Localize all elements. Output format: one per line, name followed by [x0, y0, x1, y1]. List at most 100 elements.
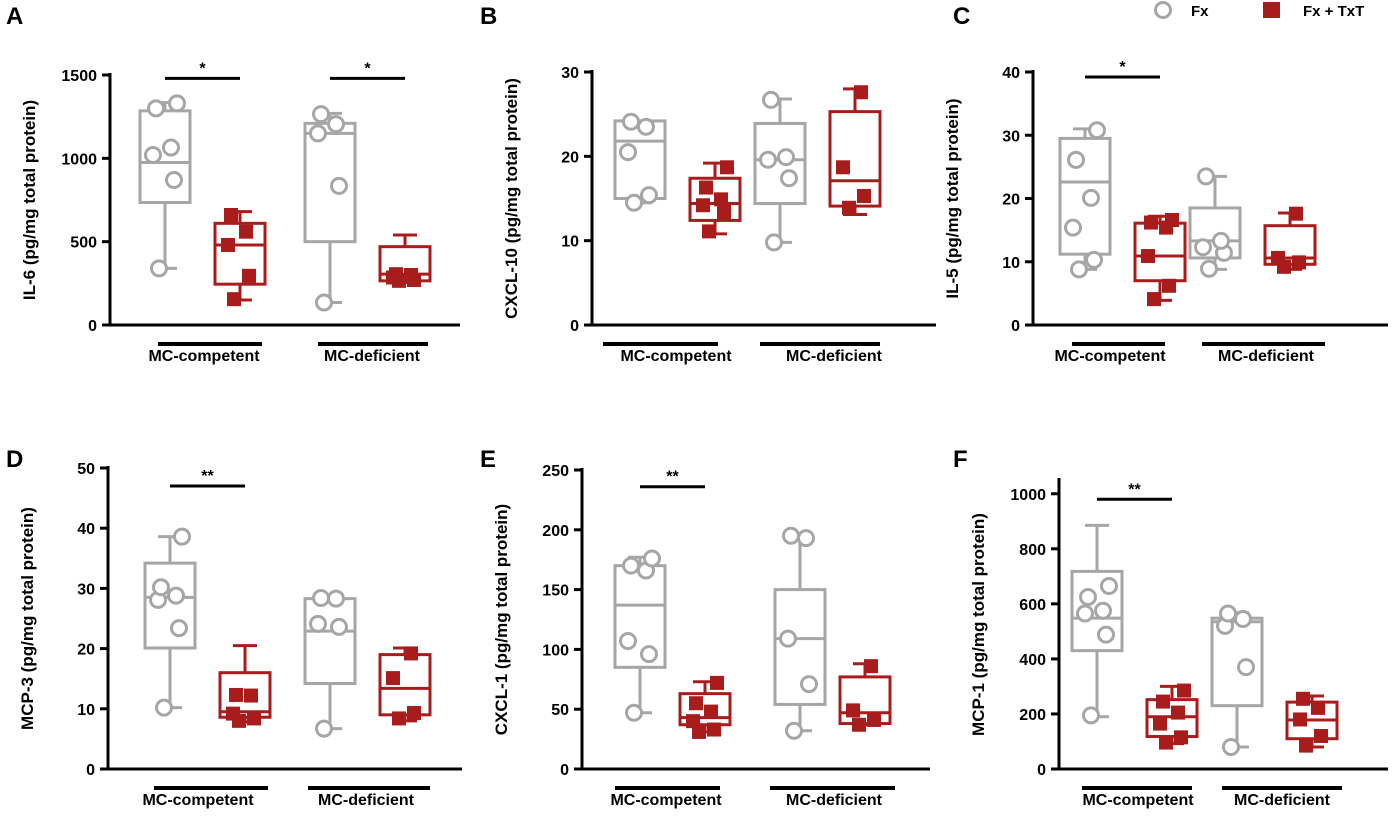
- y-tick-label: 10: [561, 234, 579, 251]
- y-tick-label: 40: [1002, 65, 1020, 82]
- group-label: MC-competent: [610, 792, 722, 809]
- data-point-fx: [150, 259, 168, 278]
- data-point-fx: [800, 675, 818, 694]
- y-tick-label: 150: [542, 583, 569, 600]
- data-point-txt: [707, 722, 721, 737]
- data-point-fx: [1088, 121, 1106, 140]
- data-point-txt: [854, 85, 868, 100]
- data-point-fx: [1079, 587, 1097, 606]
- data-point-fx: [1200, 259, 1218, 278]
- y-tick-label: 30: [561, 65, 579, 82]
- data-point-txt: [1293, 712, 1307, 727]
- box-fx-mc-competent: [613, 549, 667, 722]
- y-tick-label: 20: [1002, 192, 1020, 209]
- panel-d: D 0 10 20 30 40 50 MCP-3 (pg/mg total protein) M…: [6, 446, 462, 809]
- group-label: MC-competent: [620, 348, 732, 365]
- y-tick-label: 0: [1037, 762, 1046, 779]
- box-iqr: [213, 221, 267, 286]
- data-point-fx: [1070, 260, 1088, 279]
- group-label: MC-competent: [148, 348, 260, 365]
- box-iqr: [773, 588, 827, 706]
- data-point-fx: [1237, 658, 1255, 677]
- box-iqr: [1188, 206, 1242, 260]
- y-axis-label: MCP-3 (pg/mg total protein): [18, 507, 37, 730]
- data-point-fx: [1094, 601, 1112, 620]
- data-point-txt: [1156, 694, 1170, 709]
- box-fx-mc-competent: [1058, 121, 1112, 279]
- data-point-fx: [309, 614, 327, 633]
- data-point-txt: [242, 268, 256, 283]
- y-tick-label: 600: [1019, 597, 1046, 614]
- data-point-fx: [1194, 238, 1212, 257]
- data-point-txt: [857, 188, 871, 203]
- group-label: MC-competent: [1054, 348, 1166, 365]
- data-point-txt: [389, 267, 403, 282]
- data-point-fx: [797, 529, 815, 548]
- box-fx-mc-deficient: [773, 526, 827, 740]
- data-point-txt: [247, 711, 261, 726]
- data-point-fx: [170, 619, 188, 638]
- legend: Fx Fx + TxT: [1154, 1, 1364, 20]
- box-txt-mc-deficient: [1285, 691, 1339, 753]
- panel-letter: D: [6, 446, 23, 473]
- data-point-fx: [785, 721, 803, 740]
- data-point-fx: [327, 115, 345, 134]
- data-point-fx: [1085, 250, 1103, 269]
- data-point-txt: [696, 198, 710, 213]
- data-point-fx: [315, 293, 333, 312]
- panel-f: F 0 200 400 600 800 1000 MCP-1 (pg/mg total pro…: [953, 446, 1388, 809]
- legend-fx-label: Fx: [1191, 3, 1209, 20]
- box-txt-mc-deficient: [838, 659, 892, 732]
- y-tick-label: 30: [1002, 128, 1020, 145]
- data-point-fx: [622, 556, 640, 575]
- data-point-txt: [699, 180, 713, 195]
- data-point-fx: [640, 186, 658, 205]
- box-iqr: [303, 597, 357, 686]
- data-point-txt: [1299, 738, 1313, 753]
- data-point-fx: [765, 233, 783, 252]
- data-point-fx: [780, 169, 798, 188]
- box-fx-mc-deficient: [753, 90, 807, 252]
- panel-letter: E: [480, 446, 496, 473]
- data-point-txt: [1292, 255, 1306, 270]
- data-point-txt: [1314, 728, 1328, 743]
- box-txt-mc-competent: [678, 675, 732, 739]
- significance-label: *: [364, 60, 371, 77]
- data-point-fx: [312, 105, 330, 124]
- data-point-txt: [226, 706, 240, 721]
- box-iqr: [1058, 136, 1112, 256]
- box-txt-mc-deficient: [828, 85, 882, 217]
- data-point-fx: [1212, 231, 1230, 250]
- y-tick-label: 1000: [61, 151, 97, 168]
- box-txt-mc-competent: [213, 208, 267, 307]
- data-point-txt: [692, 724, 706, 739]
- data-point-txt: [864, 659, 878, 674]
- y-tick-label: 30: [77, 581, 95, 598]
- data-point-txt: [1289, 206, 1303, 221]
- data-point-txt: [1141, 249, 1155, 264]
- box-iqr: [303, 121, 357, 244]
- significance-label: *: [199, 60, 206, 77]
- box-txt-mc-competent: [688, 160, 742, 239]
- data-point-txt: [221, 238, 235, 252]
- data-point-txt: [710, 675, 724, 690]
- data-point-fx: [309, 124, 327, 143]
- data-point-fx: [168, 94, 186, 113]
- data-point-txt: [867, 712, 881, 727]
- data-point-fx: [1197, 167, 1215, 186]
- panel-letter: A: [6, 3, 23, 30]
- data-point-txt: [686, 714, 700, 729]
- data-point-txt: [689, 696, 703, 711]
- box-txt-mc-deficient: [378, 646, 432, 726]
- group-label: MC-deficient: [786, 348, 883, 365]
- data-point-txt: [1162, 278, 1176, 293]
- data-point-txt: [392, 711, 406, 726]
- y-tick-label: 1500: [61, 68, 97, 85]
- data-point-txt: [1159, 735, 1173, 750]
- data-point-txt: [702, 224, 716, 239]
- data-point-txt: [1296, 691, 1310, 706]
- panel-letter: C: [953, 3, 970, 30]
- data-point-fx: [619, 143, 637, 162]
- data-point-fx: [152, 578, 170, 597]
- data-point-fx: [1082, 188, 1100, 207]
